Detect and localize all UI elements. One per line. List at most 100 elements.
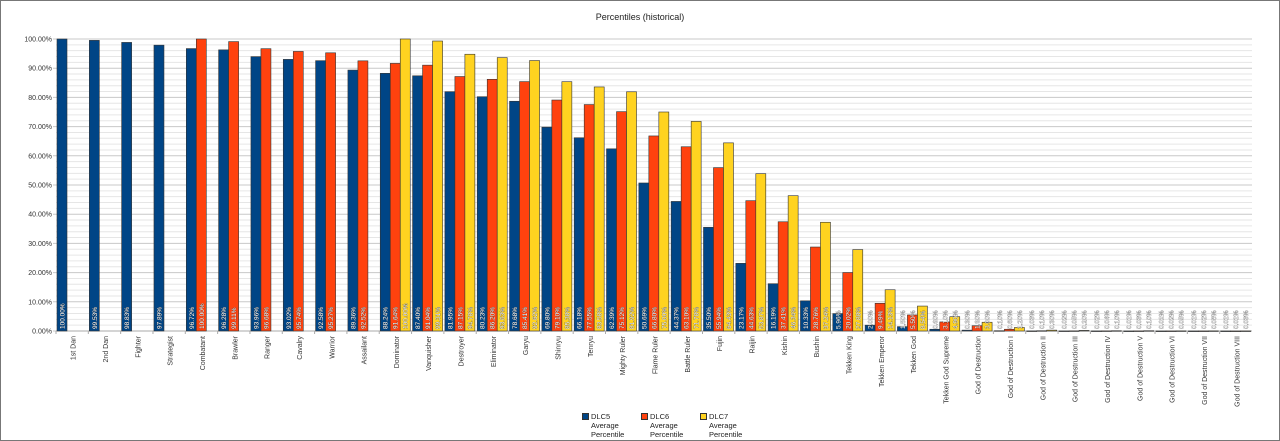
x-tick-label: Shinryu xyxy=(556,336,563,360)
data-label: 100.00% xyxy=(60,303,67,329)
bar-6 xyxy=(680,146,692,332)
bar-5 xyxy=(412,75,423,332)
data-label: 0.01% xyxy=(1159,310,1166,329)
bar-5 xyxy=(347,69,359,332)
y-tick-label: 90.00% xyxy=(28,66,52,73)
data-label: 23.17% xyxy=(738,307,745,329)
legend-swatch-dlc7 xyxy=(700,413,707,420)
bar-7 xyxy=(1240,330,1251,332)
data-label: 0.05% xyxy=(1072,310,1079,329)
data-label: 0.10% xyxy=(1039,310,1046,329)
bar-7 xyxy=(820,221,831,332)
data-label: 96.72% xyxy=(189,307,196,329)
legend-item-dlc7: DLC7 Average Percentile xyxy=(700,412,745,439)
x-tick-label: Tekken Emperor xyxy=(879,335,886,387)
bar-5 xyxy=(1220,330,1231,332)
bar-6 xyxy=(389,63,401,332)
bar-5 xyxy=(89,40,100,332)
x-tick-label: Raijin xyxy=(749,336,756,354)
data-label: 0.01% xyxy=(1126,310,1133,329)
bar-6 xyxy=(648,135,660,332)
bar-7 xyxy=(399,38,411,332)
data-label: 93.96% xyxy=(253,307,260,329)
data-label: 91.04% xyxy=(425,307,432,329)
x-tick-label: Ranger xyxy=(265,335,272,359)
x-tick-label: Mighty Ruler xyxy=(620,335,627,375)
x-tick-label: Bushin xyxy=(814,336,821,358)
legend-label: Average xyxy=(650,421,678,430)
data-label: 44.63% xyxy=(748,307,755,329)
x-tick-label: Fighter xyxy=(135,335,142,357)
data-label: 0.30% xyxy=(1049,310,1056,329)
data-label: 3.00% xyxy=(985,310,992,329)
legend: DLC5 Average Percentile DLC6 Average Percent… xyxy=(582,412,745,439)
data-label: 0.02% xyxy=(1201,310,1208,329)
data-label: 0.05% xyxy=(1179,310,1186,329)
legend-label: DLC5 xyxy=(591,412,611,421)
data-label: 44.37% xyxy=(674,307,681,329)
bar-5 xyxy=(121,42,132,332)
data-label: 99.53% xyxy=(92,307,99,329)
x-tick-label: God of Destruction IV xyxy=(1105,336,1112,403)
bar-5 xyxy=(250,56,262,332)
data-label: 0.01% xyxy=(1191,310,1198,329)
data-label: 0.04% xyxy=(1104,310,1111,329)
x-tick-label: Strategist xyxy=(168,336,175,366)
bar-5 xyxy=(185,48,197,332)
bar-7 xyxy=(1175,330,1187,332)
y-tick-label: 30.00% xyxy=(28,241,52,248)
data-label: 92.58% xyxy=(318,307,325,329)
bar-7 xyxy=(1143,330,1155,332)
data-label: 0.10% xyxy=(1114,310,1121,329)
chart-title: Percentiles (historical) xyxy=(595,12,685,22)
bar-5 xyxy=(994,330,1005,332)
data-label: 55.94% xyxy=(716,307,723,329)
legend-item-dlc5: DLC5 Average Percentile xyxy=(582,412,627,439)
bar-7 xyxy=(981,321,993,332)
bar-6 xyxy=(325,52,336,332)
data-label: 85.38% xyxy=(564,307,571,329)
x-tick-label: Tekken King xyxy=(846,336,853,374)
bar-7 xyxy=(852,249,864,332)
data-label: 75.12% xyxy=(619,307,626,329)
bar-6 xyxy=(1036,330,1048,332)
x-tick-label: God of Destruction xyxy=(976,336,983,394)
bar-6 xyxy=(583,104,595,332)
data-label: 66.80% xyxy=(651,307,658,329)
bar-6 xyxy=(616,111,627,332)
data-label: 10.33% xyxy=(803,307,810,329)
x-tick-label: Battle Ruler xyxy=(685,335,692,372)
legend-swatch-dlc6 xyxy=(641,413,648,420)
data-label: 94.78% xyxy=(467,307,474,329)
bar-5 xyxy=(282,59,294,332)
x-tick-label: 2nd Dan xyxy=(103,336,110,363)
bar-7 xyxy=(1111,330,1122,332)
data-label: 86.20% xyxy=(490,307,497,329)
legend-swatch-dlc5 xyxy=(582,413,589,420)
bar-6 xyxy=(1133,330,1145,332)
data-label: 2.00% xyxy=(868,310,875,329)
x-tick-label: God of Destruction VI xyxy=(1170,336,1177,403)
x-tick-label: God of Destruction II xyxy=(1040,336,1047,400)
data-label: 16.19% xyxy=(771,307,778,329)
data-label: 0.60% xyxy=(1007,310,1014,329)
data-label: 99.31% xyxy=(435,307,442,329)
bar-5 xyxy=(379,73,391,332)
data-label: 96.68% xyxy=(263,307,270,329)
x-tick-label: Kishin xyxy=(782,336,789,355)
data-label: 69.80% xyxy=(544,307,551,329)
x-tick-label: Combatant xyxy=(200,336,207,370)
bar-5 xyxy=(476,96,488,332)
data-label: 1.20% xyxy=(1017,310,1024,329)
bar-7 xyxy=(1014,327,1025,332)
bar-5 xyxy=(1188,330,1199,332)
bar-6 xyxy=(519,81,530,332)
data-label: 81.95% xyxy=(447,307,454,329)
data-label: 100.00% xyxy=(403,303,410,329)
data-label: 77.55% xyxy=(587,307,594,329)
bar-5 xyxy=(509,100,520,332)
bar-5 xyxy=(1123,330,1135,332)
bar-5 xyxy=(541,126,553,332)
x-tick-label: Dominator xyxy=(394,335,401,368)
x-tick-label: God of Destruction I xyxy=(1008,336,1015,398)
